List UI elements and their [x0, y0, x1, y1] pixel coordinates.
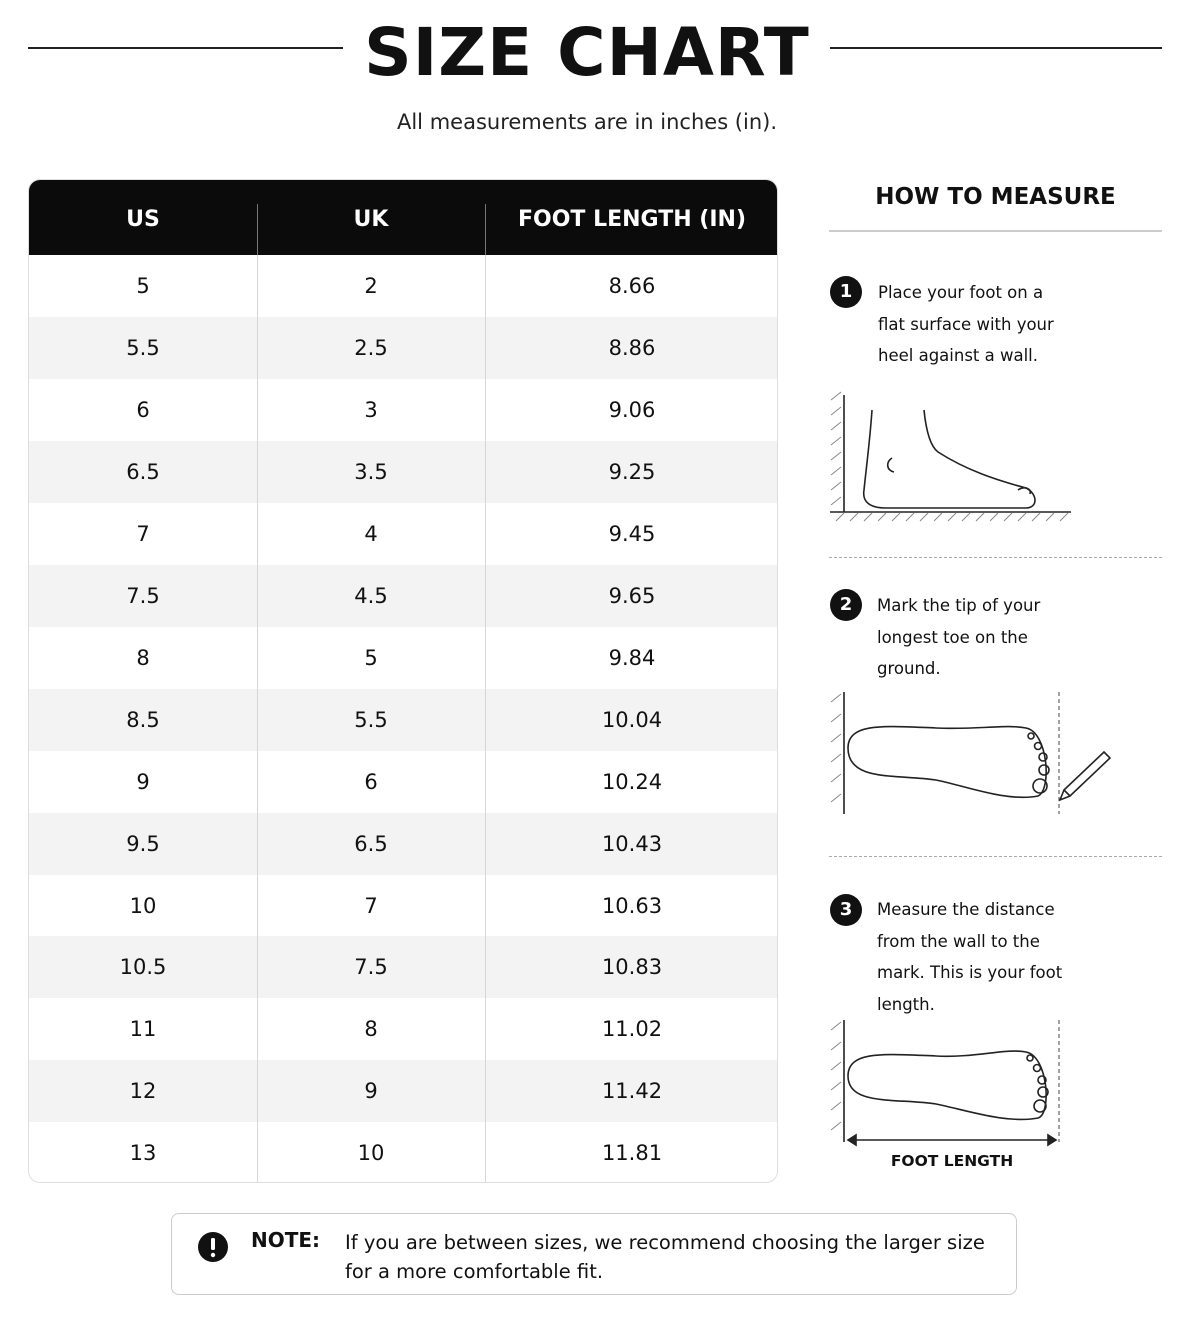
table-cell: 11.81	[601, 1141, 663, 1166]
step-text: Measure the distance from the wall to th…	[877, 900, 1063, 1014]
table-cell: 9.5	[126, 831, 160, 856]
table-cell: 5	[364, 645, 378, 670]
header-divider	[257, 204, 258, 255]
table-cell: 13	[129, 1141, 157, 1166]
column-header: UK	[353, 207, 389, 232]
table-row: 13 10 11.81	[29, 1122, 777, 1182]
table-row: 10.5 7.5 10.83	[29, 936, 777, 999]
note-text: If you are between sizes, we recommend c…	[345, 1231, 985, 1283]
table-row: 7 4 9.45	[29, 502, 777, 565]
table-cell: 3.5	[354, 459, 388, 484]
table-cell: 7.5	[354, 955, 388, 980]
table-cell: 9	[136, 769, 150, 794]
step-number: 1	[830, 276, 862, 308]
table-cell: 9.84	[608, 645, 656, 670]
table-cell: 8.66	[608, 274, 656, 298]
table-cell: 10.83	[601, 955, 663, 980]
table-cell: 9.06	[608, 397, 656, 422]
table-cell: 12	[129, 1079, 157, 1104]
table-row: 9.5 6.5 10.43	[29, 812, 777, 875]
table-cell: 9	[364, 1079, 378, 1104]
table-cell: 3	[364, 397, 378, 422]
table-cell: 10.43	[601, 831, 663, 856]
table-cell: 10.24	[601, 769, 663, 794]
column-header: US	[126, 207, 160, 232]
table-cell: 5.5	[354, 707, 388, 732]
diagram-side-foot	[830, 391, 1071, 522]
table-cell: 9.25	[608, 459, 656, 484]
size-table: US UK FOOT LENGTH (IN) 5 2 8.66 5.5 2.5 8.86 6 3 9…	[28, 179, 778, 1183]
table-cell: 8.5	[126, 707, 160, 732]
table-row: 10 7 10.63	[29, 874, 777, 937]
table-cell: 6.5	[126, 459, 160, 484]
table-cell: 9.65	[608, 583, 656, 608]
column-divider	[257, 255, 258, 1182]
table-cell: 5.5	[126, 335, 160, 360]
header-divider	[485, 204, 486, 255]
table-cell: 10.04	[601, 707, 663, 732]
note-label: NOTE:	[251, 1228, 321, 1252]
step-number: 2	[830, 589, 862, 621]
table-row: 6.5 3.5 9.25	[29, 440, 777, 503]
table-row: 8.5 5.5 10.04	[29, 688, 777, 751]
title-rule	[28, 47, 343, 49]
table-row: 6 3 9.06	[29, 378, 777, 441]
section-rule	[829, 230, 1162, 232]
table-row: 11 8 11.02	[29, 998, 777, 1061]
table-row: 7.5 4.5 9.65	[29, 564, 777, 627]
diagram-foot-length	[830, 1020, 1060, 1147]
table-cell: 7.5	[126, 583, 160, 608]
table-row: 8 5 9.84	[29, 626, 777, 689]
section-title: HOW TO MEASURE	[875, 184, 1116, 210]
table-cell: 4.5	[354, 583, 388, 608]
divider	[829, 856, 1162, 857]
note-icon	[198, 1232, 228, 1262]
step-text: Place your foot on a flat surface with y…	[878, 283, 1054, 365]
table-cell: 5	[136, 274, 150, 298]
table-cell: 7	[364, 893, 378, 918]
table-cell: 10.5	[119, 955, 167, 980]
table-cell: 9.45	[608, 521, 656, 546]
table-row: 5 2 8.66	[29, 255, 777, 317]
table-cell: 11	[129, 1017, 157, 1042]
table-cell: 6	[136, 397, 150, 422]
table-cell: 8	[136, 645, 150, 670]
table-header: US UK FOOT LENGTH (IN)	[29, 180, 777, 255]
title: SIZE CHART	[364, 14, 810, 91]
table-cell: 10	[129, 893, 157, 918]
subtitle: All measurements are in inches (in).	[396, 110, 778, 134]
step-text: Mark the tip of your longest toe on the …	[877, 596, 1041, 678]
diagram-label: FOOT LENGTH	[890, 1152, 1014, 1170]
table-cell: 7	[136, 521, 150, 546]
table-cell: 2	[364, 274, 378, 298]
table-row: 12 9 11.42	[29, 1060, 777, 1123]
column-header: FOOT LENGTH (IN)	[517, 207, 746, 232]
step-number: 3	[830, 894, 862, 926]
table-row: 9 6 10.24	[29, 750, 777, 813]
table-row: 5.5 2.5 8.86	[29, 316, 777, 379]
divider	[829, 557, 1162, 558]
note-box: NOTE: If you are between sizes, we recom…	[171, 1213, 1017, 1295]
diagram-top-foot-mark	[830, 692, 1112, 814]
table-cell: 11.02	[601, 1017, 663, 1042]
table-cell: 11.42	[601, 1079, 663, 1104]
table-cell: 8.86	[608, 335, 656, 360]
table-cell: 2.5	[354, 335, 388, 360]
title-rule	[830, 47, 1162, 49]
table-cell: 10	[357, 1141, 385, 1166]
table-cell: 4	[364, 521, 378, 546]
column-divider	[485, 255, 486, 1182]
table-cell: 10.63	[601, 893, 663, 918]
table-cell: 8	[364, 1017, 378, 1042]
table-cell: 6.5	[354, 831, 388, 856]
table-cell: 6	[364, 769, 378, 794]
